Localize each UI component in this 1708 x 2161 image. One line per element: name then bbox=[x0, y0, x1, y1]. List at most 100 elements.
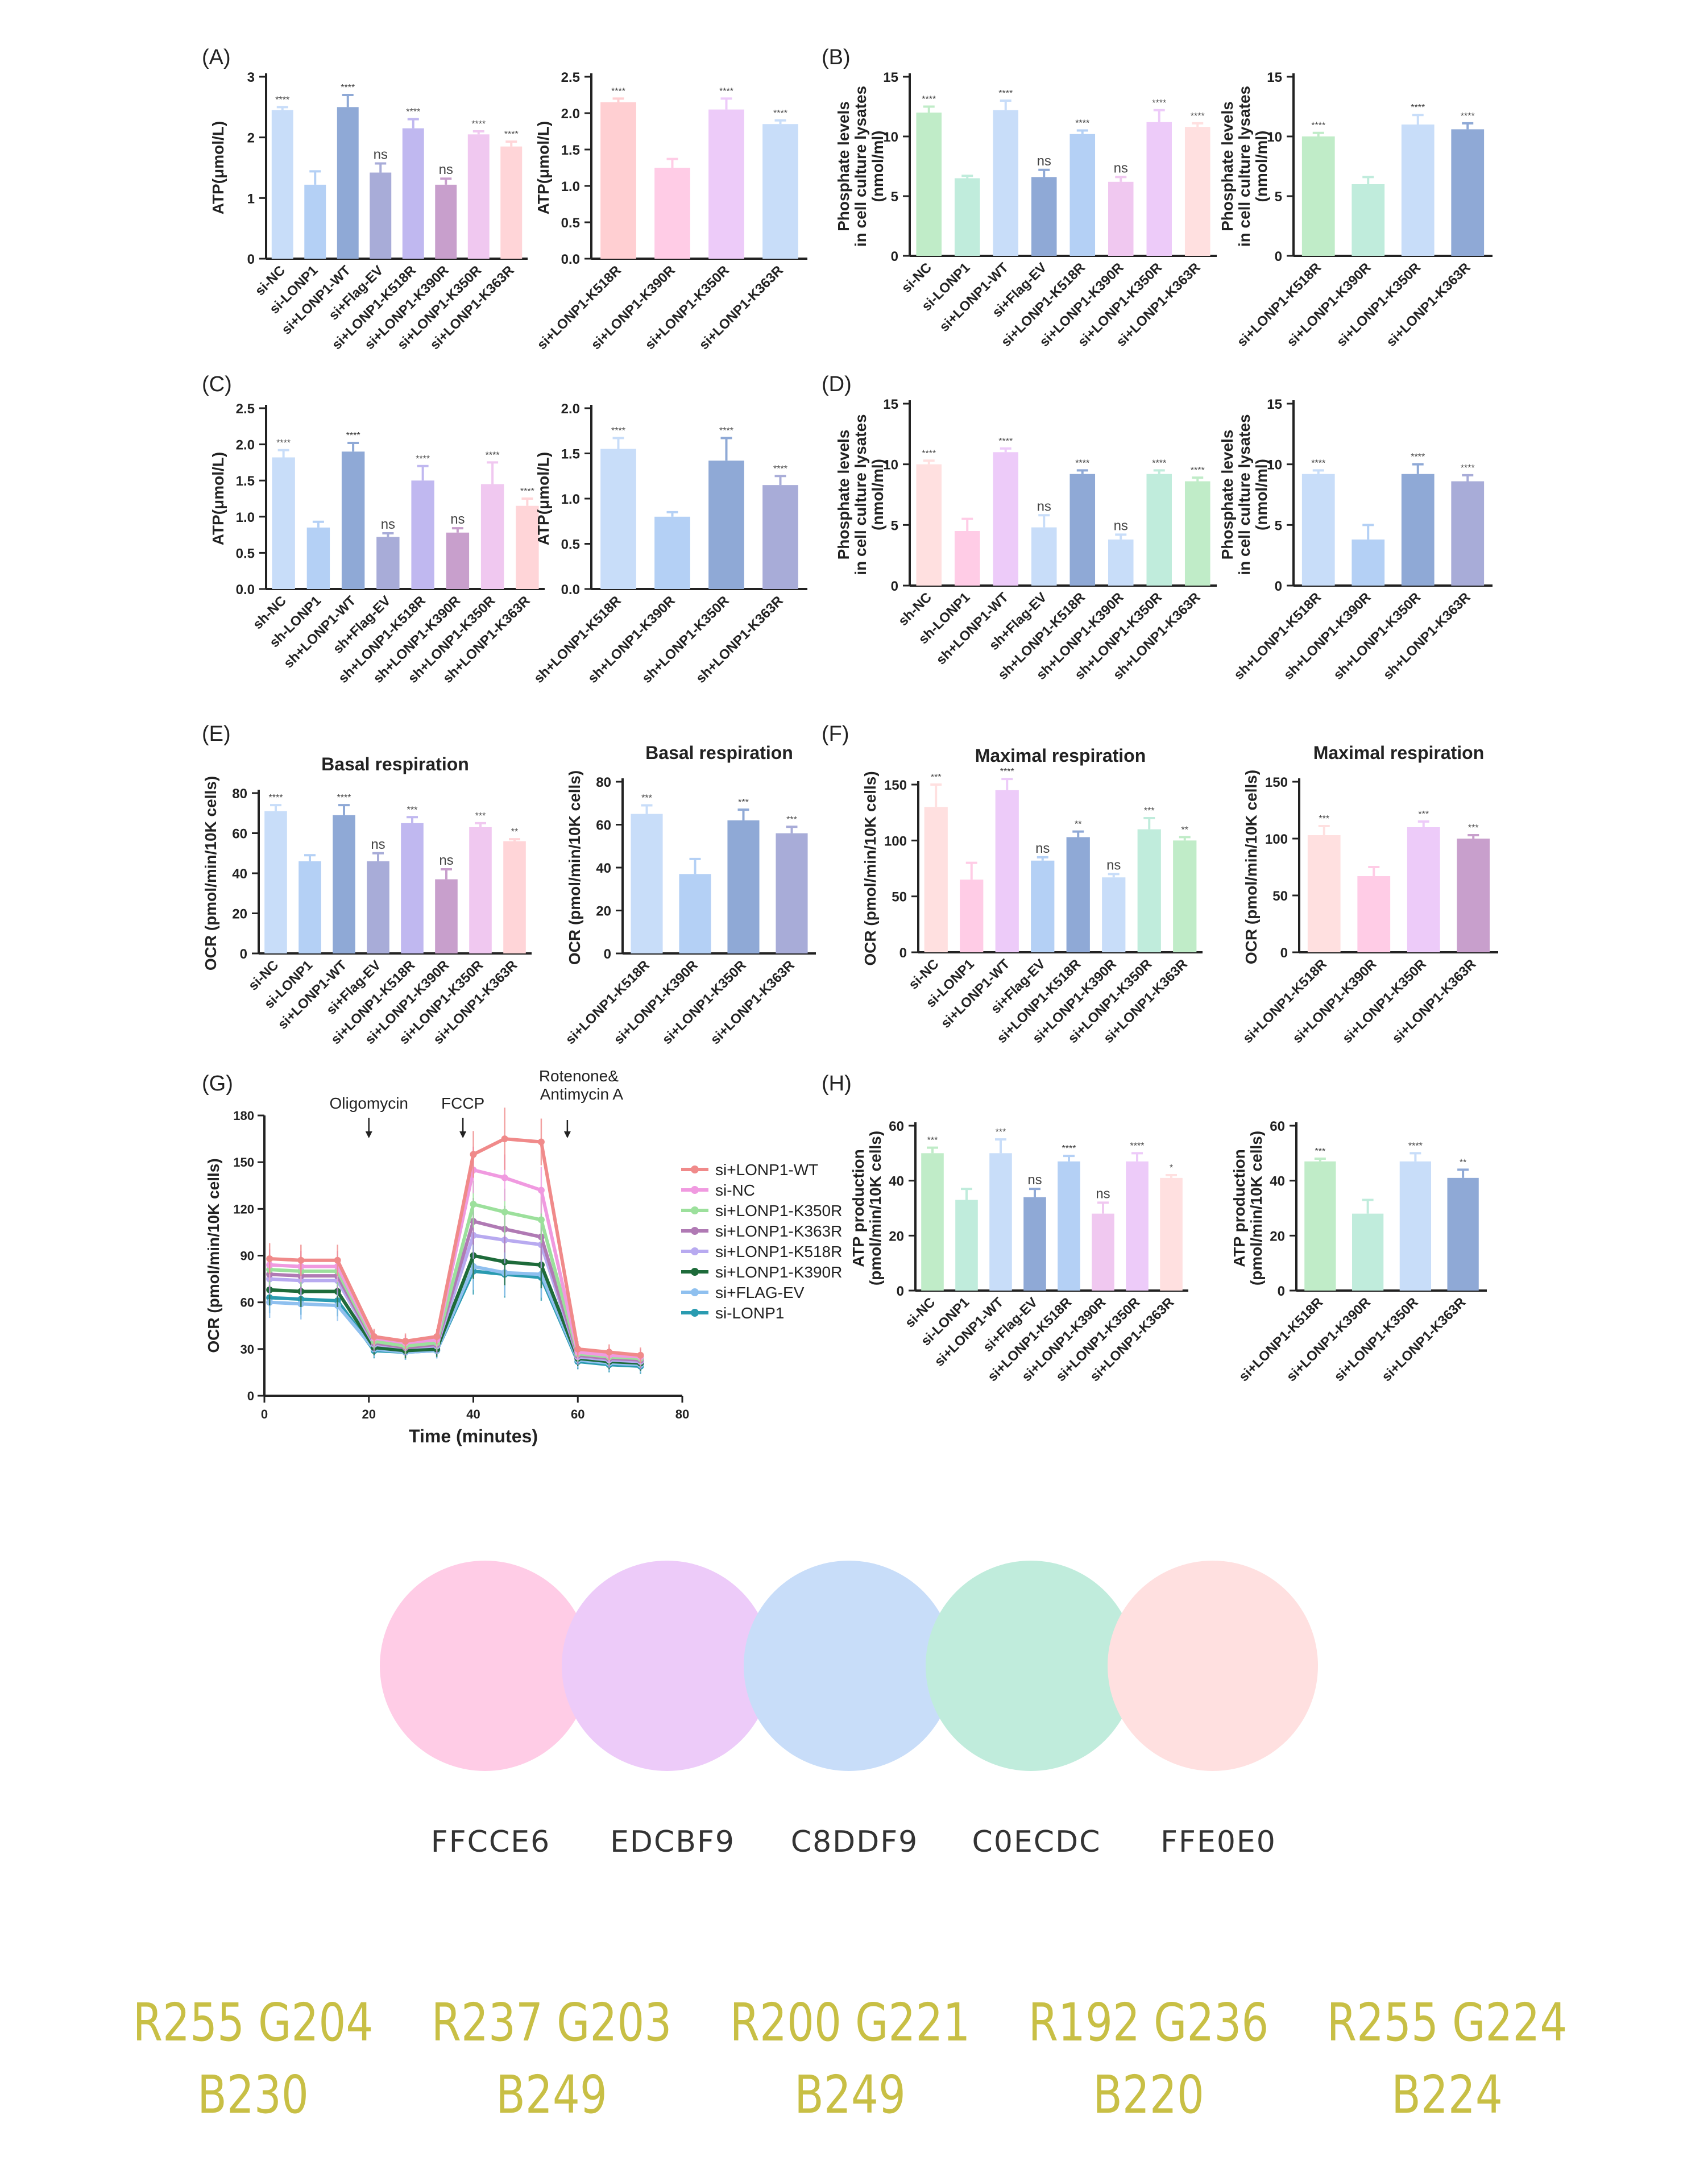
data-point bbox=[297, 1256, 305, 1264]
legend-marker bbox=[691, 1186, 699, 1194]
bar bbox=[1457, 839, 1490, 952]
significance-label: ns bbox=[450, 512, 465, 527]
panel-label-B: (B) bbox=[822, 45, 851, 69]
significance-label: **** bbox=[1311, 458, 1325, 468]
bar bbox=[1031, 527, 1057, 586]
legend-marker bbox=[691, 1206, 699, 1214]
x-tick-label: si+LONP1-K363R bbox=[1379, 1295, 1469, 1384]
bar bbox=[679, 874, 711, 953]
panel-label-F: (F) bbox=[822, 722, 849, 746]
bar bbox=[776, 833, 808, 953]
y-tick-label: 0.0 bbox=[561, 582, 580, 598]
bar bbox=[1301, 474, 1335, 586]
significance-label: **** bbox=[520, 487, 534, 496]
y-axis-label: OCR (pmol/min/10K cells) bbox=[1242, 770, 1260, 964]
chart-E1: 0 20 40 60 80 OCR (pmol/min/10K cells) Basal r… bbox=[202, 754, 532, 1047]
chart-title: Maximal respiration bbox=[1313, 743, 1485, 763]
significance-label: **** bbox=[998, 89, 1013, 98]
y-axis-label: OCR (pmol/min/10K cells) bbox=[861, 771, 879, 965]
x-tick-label: 40 bbox=[466, 1407, 480, 1421]
data-point bbox=[402, 1338, 409, 1345]
y-tick-label: 20 bbox=[232, 907, 247, 922]
bar bbox=[654, 168, 690, 259]
data-point bbox=[334, 1256, 341, 1264]
y-tick-label: 30 bbox=[241, 1342, 254, 1357]
data-point bbox=[574, 1345, 582, 1353]
annotation-arrowhead bbox=[365, 1131, 372, 1138]
y-tick-label: 40 bbox=[596, 861, 611, 876]
bar bbox=[500, 146, 523, 259]
y-tick-label: 90 bbox=[241, 1249, 254, 1263]
significance-label: *** bbox=[1315, 1147, 1326, 1156]
bar bbox=[1108, 539, 1134, 586]
y-tick-label: 5 bbox=[891, 189, 898, 205]
bar bbox=[1352, 184, 1385, 256]
data-point bbox=[606, 1349, 613, 1356]
significance-label: **** bbox=[998, 437, 1013, 446]
x-tick-label: sh+LONP1-K518R bbox=[1231, 590, 1324, 683]
significance-label: **** bbox=[1411, 103, 1425, 113]
y-tick-label: 60 bbox=[1270, 1119, 1285, 1134]
significance-label: **** bbox=[341, 83, 355, 93]
significance-label: ns bbox=[371, 837, 385, 852]
bar bbox=[306, 527, 330, 589]
significance-label: ns bbox=[1037, 499, 1051, 514]
y-tick-label: 100 bbox=[884, 833, 907, 849]
bar bbox=[762, 485, 798, 589]
bar bbox=[762, 124, 798, 259]
x-tick-label: si+LONP1-K350R bbox=[1334, 260, 1424, 350]
significance-label: **** bbox=[719, 86, 733, 96]
y-tick-label: 1.5 bbox=[561, 447, 580, 462]
significance-label: **** bbox=[471, 119, 486, 129]
data-point bbox=[637, 1351, 644, 1359]
significance-label: ** bbox=[1181, 825, 1188, 835]
chart-H2: 0 20 40 60 ATP production(pmol/min/10K cells… bbox=[1230, 1119, 1487, 1384]
bar bbox=[1451, 129, 1485, 256]
significance-label: **** bbox=[611, 86, 625, 96]
bar bbox=[1307, 835, 1341, 952]
bar bbox=[376, 537, 400, 589]
bar bbox=[333, 815, 355, 953]
bar bbox=[1023, 1197, 1046, 1291]
bar bbox=[989, 1153, 1012, 1291]
bar bbox=[654, 516, 690, 589]
significance-label: **** bbox=[276, 438, 291, 448]
bar bbox=[1126, 1161, 1149, 1291]
legend-label: si-NC bbox=[715, 1181, 755, 1199]
y-tick-label: 0 bbox=[899, 945, 907, 961]
y-tick-label: 0.0 bbox=[561, 252, 580, 267]
significance-label: ns bbox=[1027, 1172, 1042, 1188]
bar bbox=[516, 505, 539, 589]
bar bbox=[480, 484, 504, 589]
chart-E2: 0 20 40 60 80 OCR (pmol/min/10K cells) Basal r… bbox=[563, 743, 816, 1047]
significance-label: **** bbox=[504, 130, 519, 139]
y-axis-label: Phosphate levelsin cell culture lysates(… bbox=[835, 414, 886, 575]
y-tick-label: 0 bbox=[1278, 1284, 1285, 1299]
bar bbox=[435, 879, 458, 953]
significance-label: *** bbox=[996, 1127, 1006, 1137]
significance-label: ** bbox=[1075, 820, 1081, 829]
y-tick-label: 1 bbox=[247, 191, 255, 206]
y-tick-label: 20 bbox=[596, 904, 611, 919]
y-tick-label: 2 bbox=[247, 131, 255, 146]
significance-label: **** bbox=[773, 464, 787, 474]
y-tick-label: 1.0 bbox=[561, 179, 580, 194]
bar bbox=[341, 451, 365, 589]
x-tick-label: sh+LONP1-K518R bbox=[531, 593, 624, 686]
bar bbox=[727, 820, 760, 953]
annotation-arrowhead bbox=[563, 1131, 571, 1138]
x-tick-label: si+LONP1-K390R bbox=[1284, 260, 1374, 350]
significance-label: ns bbox=[1114, 518, 1128, 533]
data-point bbox=[370, 1333, 378, 1340]
y-tick-label: 5 bbox=[891, 518, 898, 533]
y-tick-label: 0.0 bbox=[236, 582, 255, 598]
significance-label: **** bbox=[269, 793, 283, 803]
chart-G: 0 30 60 90 120 150 180 0 20 40 60 80 Time (minutes) O… bbox=[205, 1067, 842, 1446]
bar bbox=[411, 480, 434, 589]
bar bbox=[370, 172, 392, 259]
y-tick-label: 40 bbox=[889, 1174, 904, 1189]
y-tick-label: 15 bbox=[883, 397, 898, 412]
series-line bbox=[266, 1146, 644, 1365]
